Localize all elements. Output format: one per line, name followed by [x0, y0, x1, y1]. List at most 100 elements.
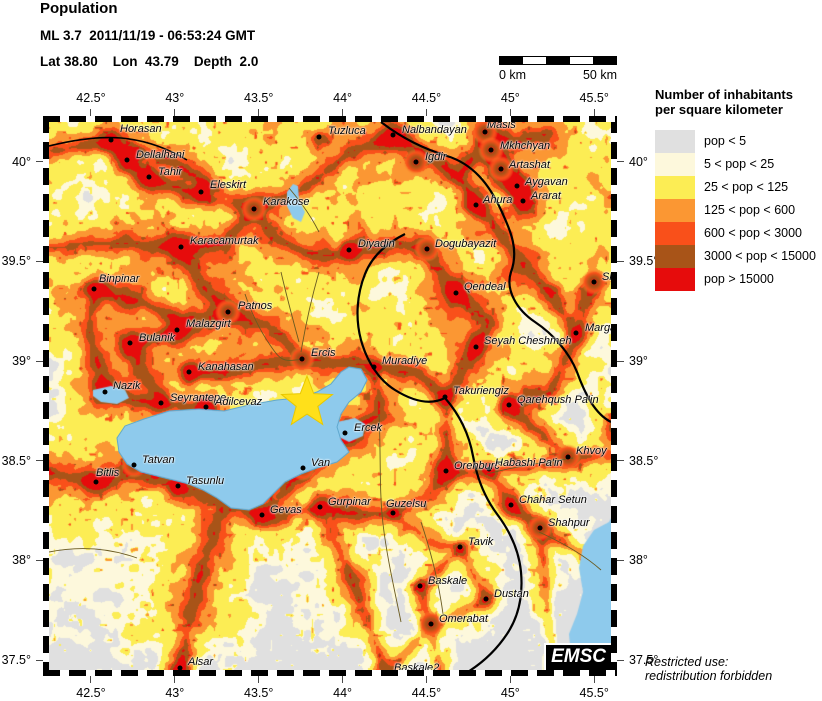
city-marker: [565, 454, 571, 460]
city-label: Bitlis: [96, 467, 120, 479]
y-axis-label: 39°: [629, 354, 648, 369]
city-marker: [158, 400, 164, 406]
legend-item: 3000 < pop < 15000: [655, 244, 822, 268]
legend-swatch: [655, 129, 695, 153]
axis-tick: [425, 676, 427, 683]
scale-bar-segments: [499, 56, 617, 65]
x-axis-label: 45.5°: [579, 91, 609, 105]
page-title: Population: [40, 0, 118, 17]
x-axis-label: 44°: [333, 686, 353, 700]
city-marker: [473, 344, 479, 350]
axis-tick: [509, 676, 511, 683]
legend-item: 125 < pop < 600: [655, 198, 822, 222]
y-axis-label: 37.5°: [629, 653, 659, 668]
city-label: Habashi Pa'in: [495, 457, 563, 469]
city-marker: [177, 665, 183, 670]
axis-tick: [174, 676, 176, 683]
axis-tick: [90, 676, 92, 683]
city-marker: [124, 157, 130, 163]
axis-tick: [425, 109, 427, 116]
scale-segment: [523, 57, 547, 64]
axis-tick: [617, 559, 624, 561]
axis-tick: [593, 676, 595, 683]
city-label: Guzelsu: [386, 498, 427, 510]
city-marker: [178, 244, 184, 250]
city-marker: [537, 525, 543, 531]
legend-swatch: [655, 175, 695, 199]
city-marker: [428, 621, 434, 627]
scale-segment: [592, 57, 617, 64]
city-label: Malazgirt: [186, 318, 231, 330]
city-label: Patnos: [238, 300, 273, 312]
city-marker: [198, 189, 204, 195]
emsc-logo: EMSC: [544, 643, 611, 670]
city-marker: [498, 166, 504, 172]
x-axis-label: 45.5°: [579, 686, 609, 700]
axis-tick: [36, 559, 43, 561]
city-marker: [91, 286, 97, 292]
city-label: Karakose: [263, 196, 310, 208]
city-label: Bulanik: [139, 332, 176, 344]
city-label: Tatvan: [142, 454, 175, 466]
map-container[interactable]: Horasan Dellalhani Tahir Eleskirt Karakose Ka…: [2, 91, 659, 700]
scale-min-label: 0 km: [499, 68, 527, 82]
city-label: Eleskirt: [210, 179, 247, 191]
city-label: Masis: [487, 122, 516, 131]
city-marker: [251, 206, 257, 212]
x-axis-label: 44.5°: [411, 686, 442, 700]
border-line: [49, 548, 138, 559]
city-label: Ercis: [311, 347, 336, 359]
x-axis-label: 42.5°: [76, 91, 106, 105]
city-label: Diyadin: [358, 238, 395, 250]
city-marker: [520, 198, 526, 204]
city-label: Mkhchyan: [500, 140, 551, 152]
y-axis-label: 39.5°: [629, 254, 659, 269]
city-label: Shakhtakhty: [602, 271, 611, 283]
map-viewport[interactable]: Horasan Dellalhani Tahir Eleskirt Karakose Ka…: [49, 122, 611, 670]
event-magnitude-time: ML 3.7 2011/11/19 - 06:53:24 GMT: [40, 28, 256, 43]
city-marker: [346, 247, 352, 253]
city-marker: [131, 462, 137, 468]
scale-max-label: 50 km: [582, 68, 617, 82]
city-label: Tasunlu: [186, 475, 225, 487]
city-marker: [225, 309, 231, 315]
city-marker: [316, 134, 322, 140]
city-marker: [203, 404, 209, 410]
legend-label: pop < 5: [704, 134, 747, 149]
epicenter-star-icon: [280, 374, 335, 426]
y-axis-label: 38.5°: [629, 453, 659, 468]
legend-item: 600 < pop < 3000: [655, 221, 822, 245]
x-axis-label: 43°: [165, 91, 185, 105]
city-label: Tuzluca: [328, 125, 366, 137]
city-label: Adilcevaz: [215, 396, 263, 408]
axis-tick: [617, 161, 624, 163]
axis-tick: [174, 109, 176, 116]
city-marker: [300, 465, 306, 471]
event-location-depth: Lat 38.80 Lon 43.79 Depth 2.0: [40, 54, 259, 69]
border-line: [356, 233, 446, 403]
border-line: [444, 397, 523, 670]
city-marker: [457, 544, 463, 550]
axis-tick: [90, 109, 92, 116]
x-axis-label: 43°: [165, 686, 185, 700]
x-axis-label: 42.5°: [76, 686, 106, 700]
city-label: Nazik: [113, 380, 141, 392]
axis-tick: [617, 260, 624, 262]
city-label: Tavik: [468, 536, 494, 548]
legend-label: 125 < pop < 600: [704, 203, 796, 218]
city-marker: [424, 246, 430, 252]
y-axis-label: 40°: [629, 154, 648, 169]
axis-tick: [36, 260, 43, 262]
border-line: [378, 413, 402, 623]
city-label: Dogubayazit: [435, 238, 497, 250]
city-label: Kanahasan: [198, 361, 254, 373]
scale-bar: 0 km 50 km: [499, 56, 617, 82]
border-line: [380, 122, 611, 423]
city-marker: [390, 510, 396, 516]
legend-item: pop > 15000: [655, 267, 822, 291]
x-axis-label: 45°: [500, 91, 520, 105]
axis-tick: [36, 161, 43, 163]
city-marker: [299, 356, 305, 362]
city-label: Igdir: [425, 151, 447, 163]
city-label: Seyah Cheshmeh: [484, 335, 572, 347]
